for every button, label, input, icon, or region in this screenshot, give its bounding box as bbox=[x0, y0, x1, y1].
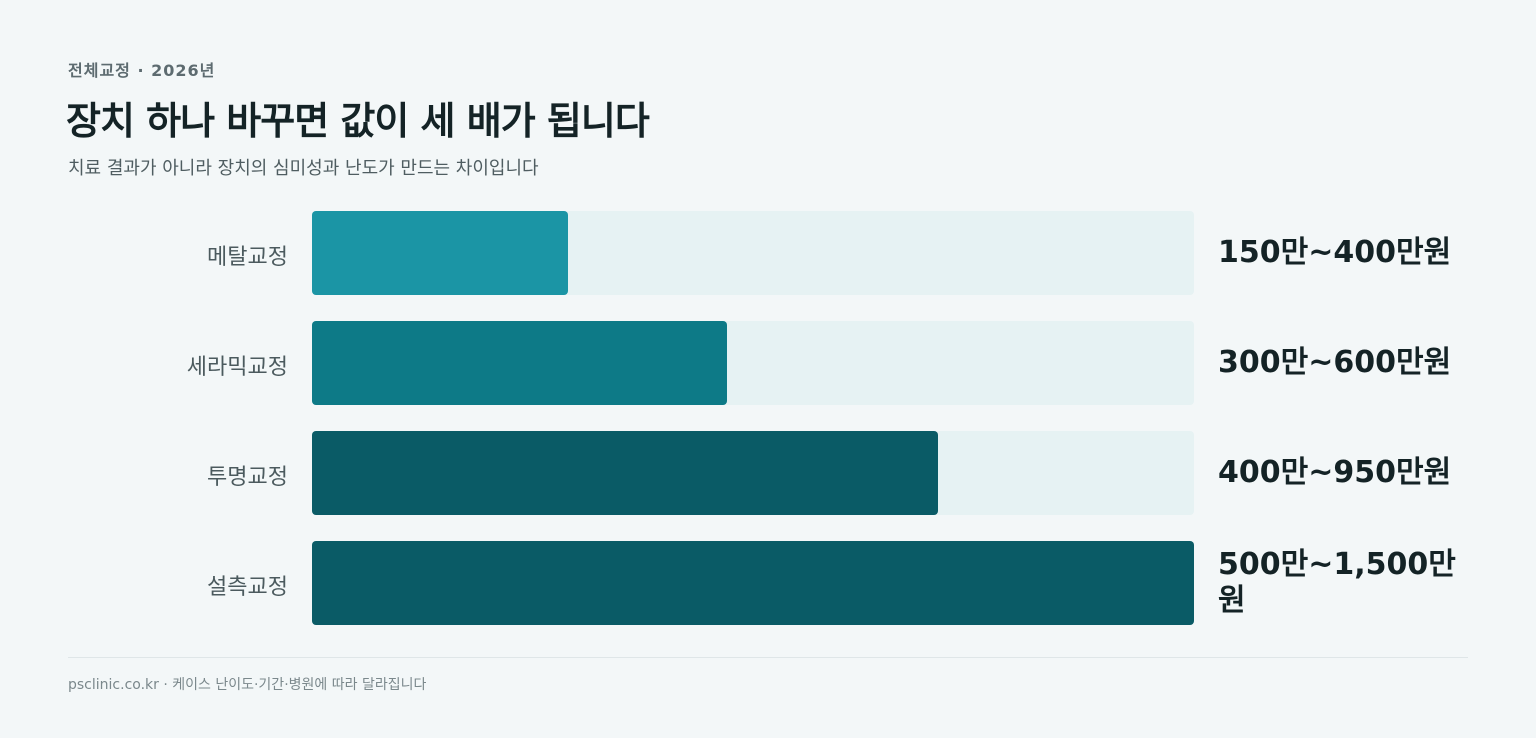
category-label: 설측교정 bbox=[207, 575, 288, 600]
category-label: 메탈교정 bbox=[207, 245, 288, 270]
category-label: 세라믹교정 bbox=[186, 355, 288, 380]
divider bbox=[68, 657, 1468, 658]
footnote: psclinic.co.kr · 케이스 난이도·기간·병원에 따라 달라집니다 bbox=[68, 677, 427, 693]
price-range: 400만~950만원 bbox=[1218, 455, 1452, 490]
price-range: 300만~600만원 bbox=[1218, 345, 1452, 380]
bar-track bbox=[312, 431, 1194, 515]
category-label: 투명교정 bbox=[207, 465, 288, 490]
eyebrow: 전체교정 · 2026년 bbox=[68, 61, 216, 80]
bar-track bbox=[312, 321, 1194, 405]
bar bbox=[312, 321, 727, 405]
bar bbox=[312, 431, 939, 515]
chart-title: 장치 하나 바꾸면 값이 세 배가 됩니다 bbox=[66, 99, 650, 143]
subtitle: 치료 결과가 아니라 장치의 심미성과 난도가 만드는 차이입니다 bbox=[68, 158, 539, 179]
price-range: 500만~1,500만원 bbox=[1218, 547, 1456, 618]
price-range: 150만~400만원 bbox=[1218, 235, 1452, 270]
bar bbox=[312, 211, 568, 295]
bar bbox=[312, 541, 1194, 625]
bar-track bbox=[312, 211, 1194, 295]
bar-track bbox=[312, 541, 1194, 625]
